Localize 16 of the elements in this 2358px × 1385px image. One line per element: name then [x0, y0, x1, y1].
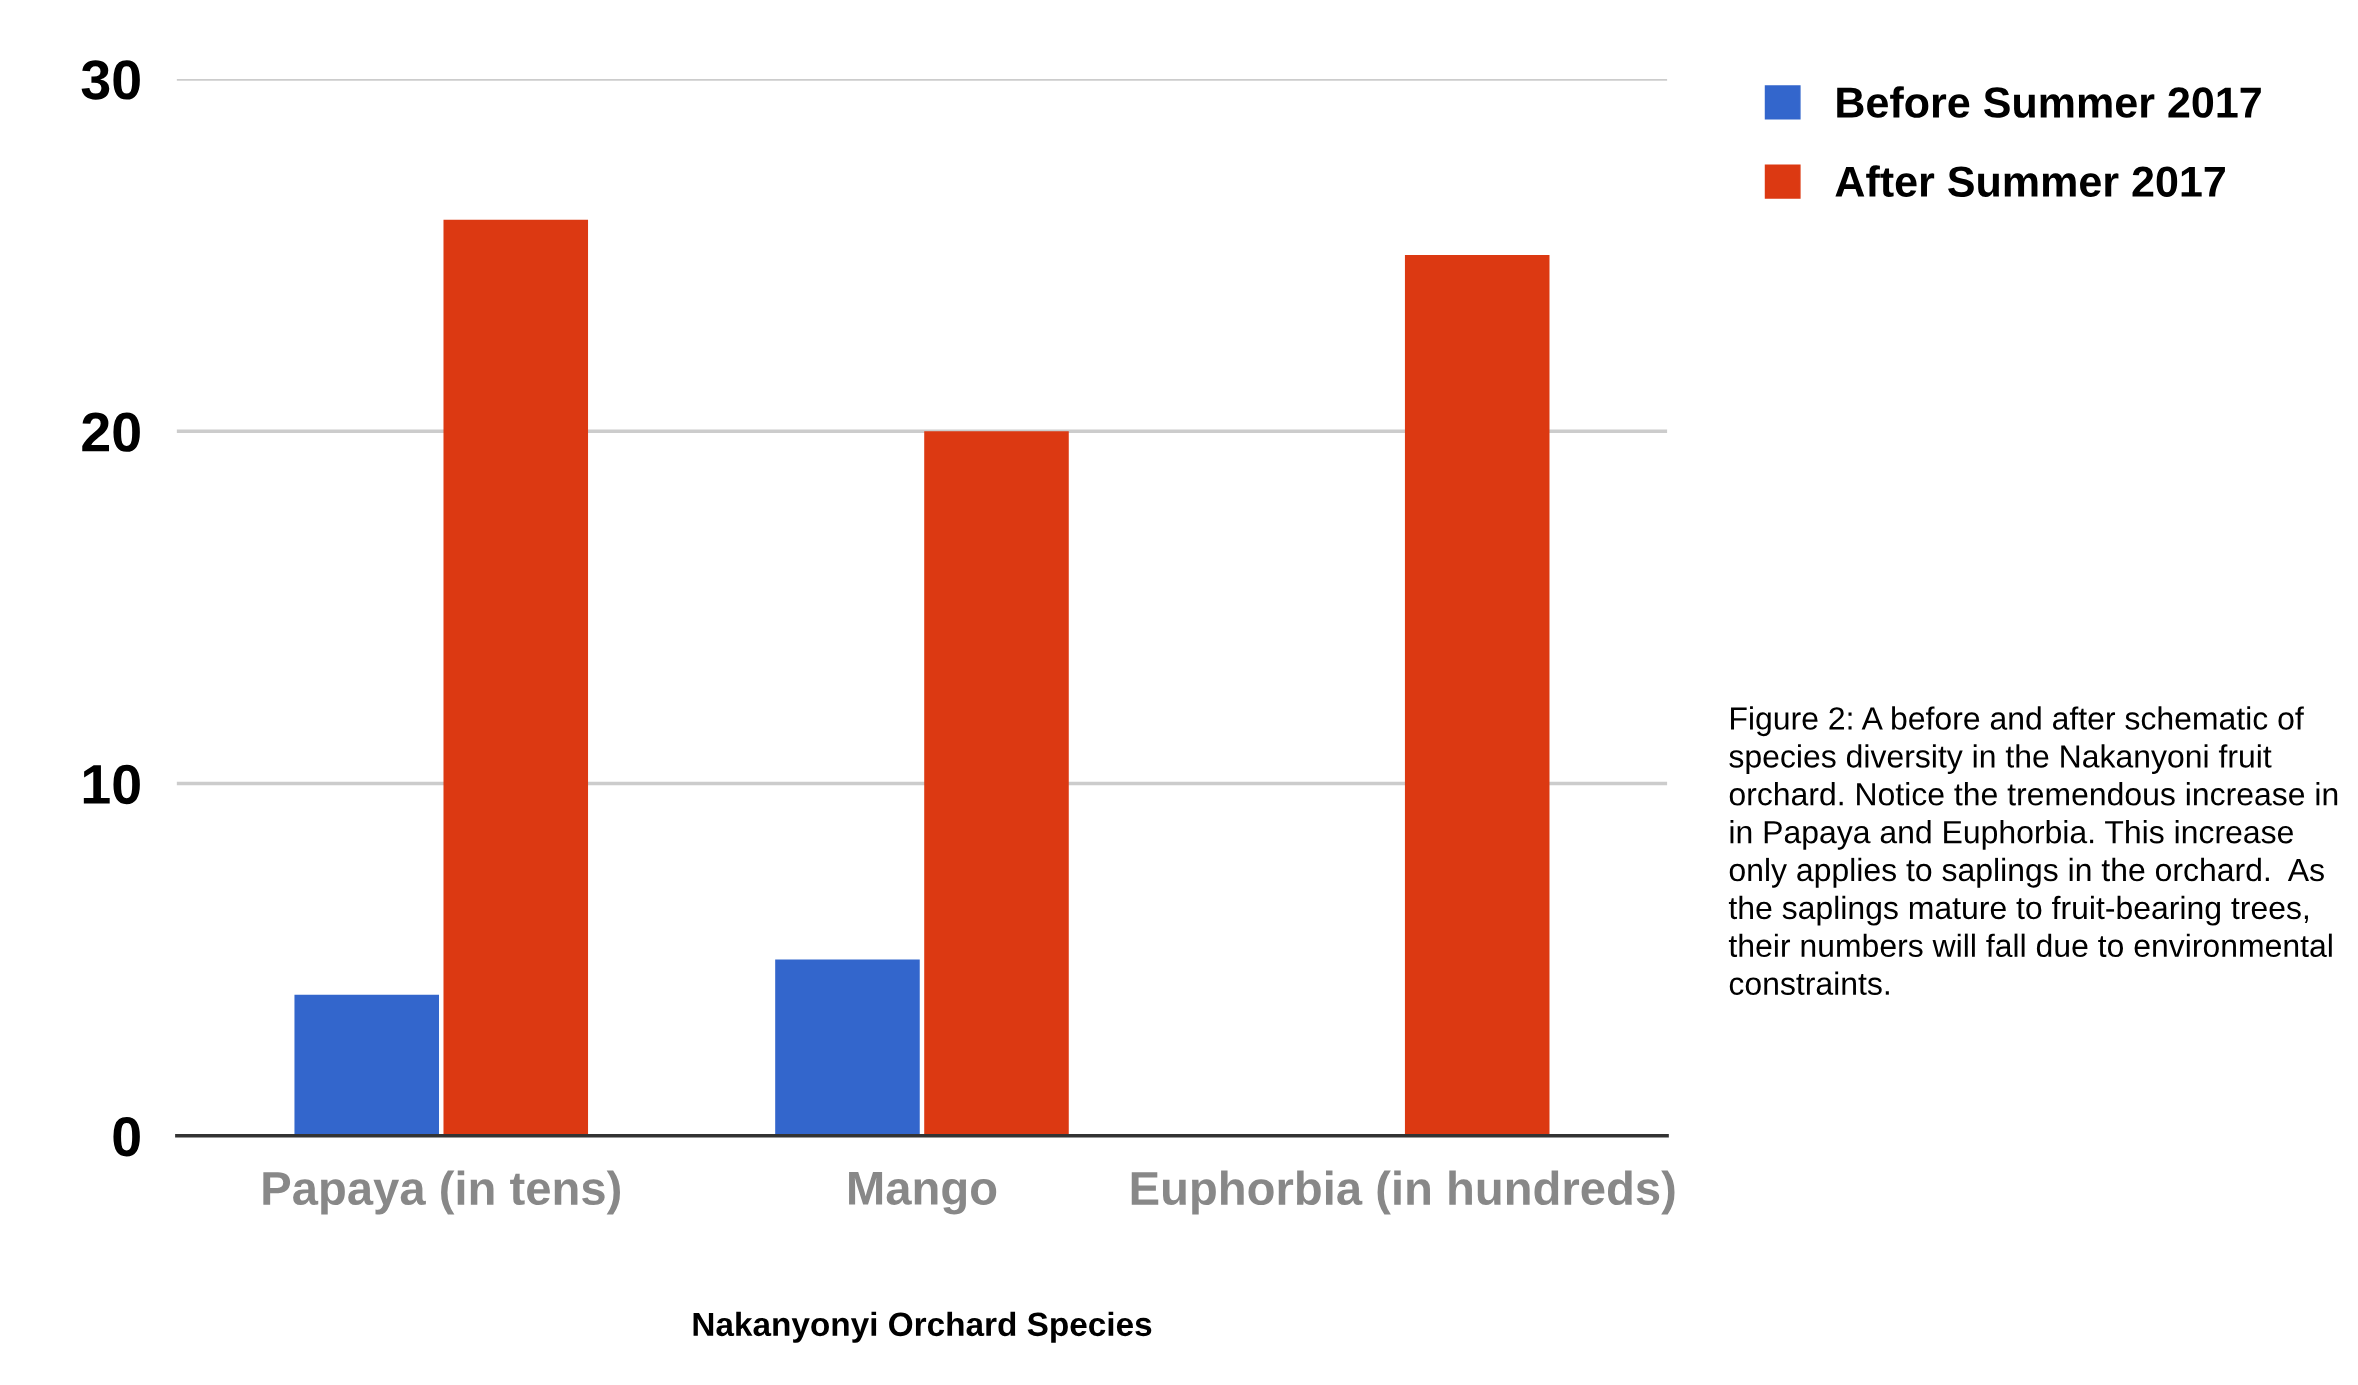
y-tick-label: 20	[82, 412, 140, 452]
x-tick-label: Mango	[849, 1171, 997, 1215]
x-tick-label: Papaya (in tens)	[263, 1170, 620, 1215]
bar	[924, 431, 1069, 1136]
x-tick-label: Euphorbia (in hundreds)	[1131, 1170, 1675, 1215]
bar	[294, 994, 440, 1136]
bar	[1404, 255, 1550, 1136]
bar	[775, 959, 920, 1136]
legend-label: Before Summer 2017	[1837, 86, 2261, 118]
x-axis-title: Nakanyonyi Orchard Species	[693, 1311, 1152, 1343]
legend-label: After Summer 2017	[1835, 165, 2225, 197]
y-tick-label: 30	[81, 60, 140, 100]
caption: Figure 2: A before and after schematic of species diversity in the Nakanyoni fruit orchard. Notice the tremendous increase in in Papaya and Euphorbia. This increase only applies to saplings in the orchard. As the saplings mature to fruit-bearing trees, their numbers will fall due to environmental constraints.	[1728, 706, 2338, 995]
y-tick-label: 10	[83, 764, 140, 805]
y-tick-label: 0	[113, 1117, 140, 1157]
bar	[443, 219, 589, 1136]
